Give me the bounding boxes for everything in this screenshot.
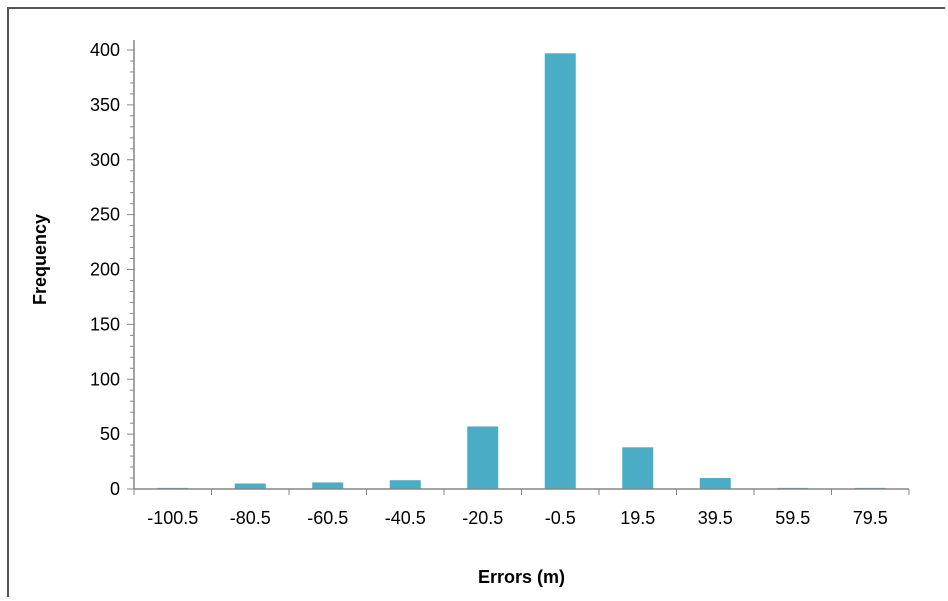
y-tick-label: 350 <box>90 95 120 115</box>
x-tick-label: -80.5 <box>230 508 271 528</box>
x-tick-label: 39.5 <box>698 508 733 528</box>
y-tick-label: 100 <box>90 369 120 389</box>
bar--80.5 <box>234 483 266 489</box>
bars-layer <box>157 53 886 489</box>
x-tick-label: -0.5 <box>545 508 576 528</box>
bar--20.5 <box>467 426 499 489</box>
x-ticks-layer: -100.5 -80.5 -60.5 -40.5 -20.5 -0.5 19.5 39.5 59… <box>133 489 910 528</box>
x-tick-label: -100.5 <box>147 508 198 528</box>
x-tick-label: 59.5 <box>775 508 810 528</box>
x-axis-title: Errors (m) <box>478 567 565 587</box>
bar-19.5 <box>622 447 654 489</box>
y-tick-label: 150 <box>90 314 120 334</box>
y-tick-label: 300 <box>90 150 120 170</box>
bar-39.5 <box>699 478 731 489</box>
y-tick-label: 400 <box>90 40 120 60</box>
y-ticks-layer: 0 50 100 150 200 250 300 350 400 <box>90 40 134 499</box>
y-axis-title: Frequency <box>30 214 50 305</box>
x-tick-label: -60.5 <box>307 508 348 528</box>
x-tick-label: -40.5 <box>385 508 426 528</box>
y-tick-label: 200 <box>90 260 120 280</box>
bar--60.5 <box>312 482 344 489</box>
y-tick-label: 250 <box>90 205 120 225</box>
y-tick-label: 50 <box>100 424 120 444</box>
bar--40.5 <box>389 480 421 489</box>
y-tick-label: 0 <box>110 479 120 499</box>
x-tick-label: -20.5 <box>462 508 503 528</box>
x-tick-label: 19.5 <box>620 508 655 528</box>
bar--0.5 <box>544 53 576 489</box>
x-tick-label: 79.5 <box>853 508 888 528</box>
chart-frame <box>7 7 945 597</box>
axes-layer <box>133 40 909 490</box>
